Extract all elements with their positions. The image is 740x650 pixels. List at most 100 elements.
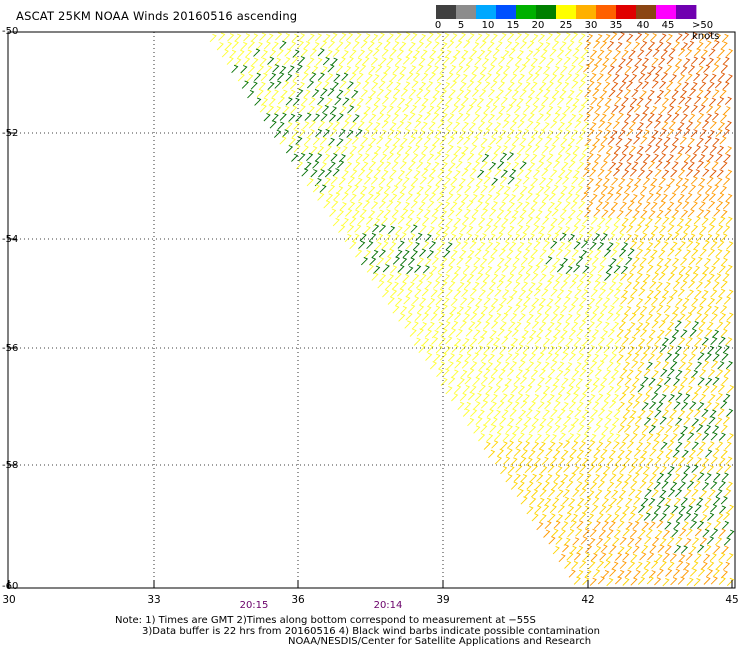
wind-barb bbox=[600, 185, 609, 194]
wind-barb bbox=[575, 528, 583, 537]
wind-barb bbox=[616, 88, 624, 98]
wind-barb bbox=[229, 49, 237, 59]
wind-barb bbox=[578, 177, 586, 186]
wind-barb bbox=[466, 345, 474, 354]
wind-barb bbox=[700, 49, 708, 58]
wind-barb bbox=[347, 105, 355, 114]
wind-barb bbox=[532, 224, 540, 234]
wind-barb bbox=[713, 257, 721, 266]
wind-barb bbox=[453, 169, 461, 179]
wind-barb bbox=[676, 217, 685, 227]
wind-barb bbox=[413, 170, 421, 179]
wind-barb bbox=[641, 376, 649, 385]
wind-barb bbox=[442, 201, 451, 210]
wind-barb bbox=[694, 312, 702, 321]
wind-barb bbox=[522, 393, 530, 403]
wind-barb bbox=[595, 177, 603, 186]
wind-barb bbox=[613, 288, 621, 297]
wind-barb bbox=[288, 89, 296, 99]
wind-barb bbox=[497, 160, 505, 169]
wind-barb bbox=[690, 81, 698, 91]
wind-barb bbox=[448, 89, 456, 98]
wind-barb bbox=[553, 400, 561, 409]
wind-barb bbox=[400, 137, 408, 146]
wind-barb bbox=[309, 48, 317, 57]
wind-barb bbox=[587, 417, 595, 426]
wind-barb bbox=[555, 81, 563, 90]
wind-barb bbox=[553, 112, 561, 122]
wind-barb bbox=[509, 360, 518, 370]
wind-barb bbox=[552, 65, 560, 75]
wind-barb bbox=[535, 282, 543, 291]
wind-barb bbox=[532, 48, 541, 57]
wind-barb bbox=[402, 104, 410, 113]
wind-barb bbox=[710, 432, 718, 441]
wind-barb bbox=[704, 40, 712, 49]
wind-barb bbox=[333, 192, 341, 201]
wind-barb bbox=[297, 81, 305, 91]
wind-barb bbox=[528, 136, 536, 145]
wind-barb bbox=[534, 336, 542, 345]
wind-barb bbox=[532, 144, 540, 153]
wind-barb bbox=[355, 153, 363, 162]
wind-barb bbox=[234, 33, 242, 42]
wind-barb bbox=[381, 169, 389, 179]
wind-barb bbox=[397, 120, 405, 130]
wind-barb bbox=[570, 32, 579, 41]
wind-barb bbox=[571, 80, 579, 89]
wind-barb bbox=[589, 265, 597, 274]
wind-barb bbox=[648, 377, 656, 386]
wind-barb bbox=[522, 32, 530, 42]
wind-barb bbox=[622, 528, 630, 537]
wind-barb bbox=[546, 57, 555, 66]
wind-barb bbox=[433, 232, 441, 242]
wind-barb bbox=[331, 81, 339, 90]
wind-barb bbox=[723, 106, 731, 115]
wind-barb bbox=[446, 265, 454, 274]
wind-barb bbox=[678, 313, 686, 322]
wind-barb bbox=[454, 384, 462, 394]
wind-barb bbox=[611, 393, 619, 403]
wind-barb bbox=[549, 265, 557, 274]
wind-barb bbox=[672, 449, 680, 458]
wind-barb bbox=[722, 81, 730, 90]
wind-barb bbox=[431, 256, 439, 265]
wind-barb bbox=[595, 417, 604, 426]
wind-barb bbox=[519, 456, 527, 465]
wind-barb bbox=[269, 49, 277, 58]
wind-barb bbox=[544, 305, 552, 314]
wind-barb bbox=[477, 265, 485, 275]
wind-barb bbox=[552, 377, 560, 387]
wind-barb bbox=[715, 200, 724, 209]
wind-barb bbox=[661, 264, 669, 274]
wind-barb bbox=[550, 336, 558, 345]
wind-barb bbox=[409, 328, 417, 337]
wind-barb bbox=[611, 321, 620, 330]
wind-barb bbox=[443, 320, 451, 330]
wind-barb bbox=[524, 416, 532, 425]
wind-barb bbox=[708, 265, 716, 274]
wind-barb bbox=[563, 392, 571, 401]
wind-barb bbox=[582, 385, 591, 394]
wind-barb bbox=[614, 505, 622, 514]
wind-barb bbox=[533, 457, 541, 466]
wind-barb bbox=[633, 104, 642, 113]
wind-barb bbox=[710, 456, 718, 465]
wind-barb bbox=[633, 305, 641, 314]
wind-barb bbox=[259, 104, 267, 113]
wind-barb bbox=[473, 376, 481, 386]
wind-barb bbox=[387, 248, 395, 258]
wind-barb bbox=[633, 328, 641, 337]
wind-barb bbox=[502, 361, 510, 370]
wind-barb bbox=[482, 33, 491, 42]
wind-barb bbox=[653, 240, 661, 249]
wind-barb bbox=[702, 504, 710, 514]
wind-barb bbox=[462, 264, 470, 273]
wind-barb bbox=[607, 112, 616, 122]
wind-barb bbox=[656, 89, 665, 99]
wind-barb bbox=[512, 41, 520, 50]
wind-barb bbox=[607, 305, 615, 314]
wind-barb bbox=[650, 249, 658, 258]
wind-barb bbox=[642, 105, 650, 115]
wind-barb bbox=[353, 161, 361, 170]
